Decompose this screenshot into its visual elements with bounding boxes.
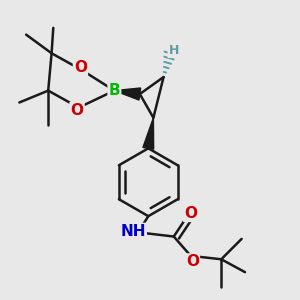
Polygon shape: [143, 118, 154, 149]
Text: O: O: [186, 254, 199, 269]
Text: O: O: [184, 206, 197, 221]
Text: H: H: [169, 44, 179, 57]
Polygon shape: [114, 88, 141, 100]
Text: NH: NH: [120, 224, 146, 239]
Text: B: B: [109, 83, 120, 98]
Text: O: O: [70, 103, 83, 118]
Text: O: O: [74, 60, 87, 75]
